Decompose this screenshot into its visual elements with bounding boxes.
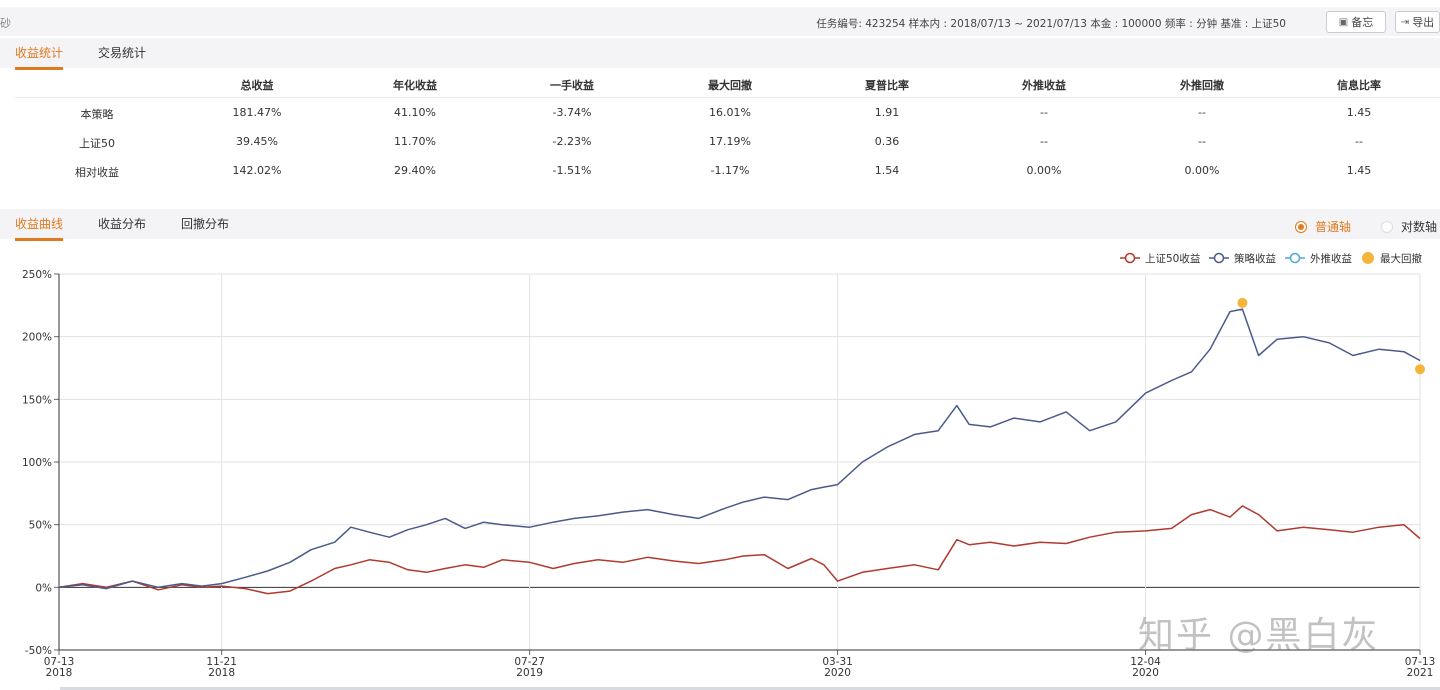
row-label: 上证50 [79,137,115,150]
row-label: 相对收益 [75,166,119,179]
table-cell: -- [1198,106,1206,119]
benchmark-series-line [58,505,1421,595]
tab-return-curve[interactable]: 收益曲线 [15,217,64,241]
strategy-series-line [58,308,1421,590]
radio-unselected-icon [1381,220,1393,233]
x-tick-label: 12-04 [1130,656,1161,668]
table-cell: -- [1040,106,1048,119]
table-cell: 16.01% [709,106,751,119]
x-tick-label: 03-31 [822,656,853,668]
y-tick-label: 200% [22,332,52,344]
x-tick-label: 07-13 [1405,656,1436,668]
clipboard-icon: ▣ [1338,16,1349,28]
legend-label: 最大回撤 [1380,252,1422,265]
table-cell: 0.00% [1184,164,1220,177]
memo-label: 备忘 [1351,16,1374,29]
column-header: 一手收益 [550,79,594,92]
table-cell: -1.17% [710,164,750,177]
table-cell: 39.45% [236,135,278,148]
horizontal-scrollbar[interactable] [60,687,1440,690]
legend-marker-icon [1213,252,1225,264]
table-cell: 0.36 [874,135,900,148]
table-cell: 1.54 [874,164,900,177]
table-row: 相对收益 142.02% 29.40% -1.51% -1.17% 1.54 0… [15,156,1440,185]
x-tick-year-label: 2020 [1132,667,1159,679]
x-tick-year-label: 2018 [46,667,73,679]
table-cell: 41.10% [394,106,436,119]
chart-tab-bar: 收益曲线 收益分布 回撤分布 [0,209,1440,241]
radio-selected-icon [1295,220,1307,233]
memo-button[interactable]: ▣ 备忘 [1326,11,1386,33]
column-header: 外推回撤 [1180,79,1224,92]
table-cell: -3.74% [552,106,592,119]
column-header: 最大回撤 [708,79,752,92]
truncated-label: 砂 [0,17,11,30]
table-cell: -1.51% [552,164,592,177]
y-tick-label: 250% [22,269,52,281]
column-header: 外推收益 [1022,79,1066,92]
normal-axis-option[interactable]: 普通轴 [1295,218,1351,235]
table-cell: 0.00% [1026,164,1062,177]
max-drawdown-point [1415,364,1425,375]
task-info: 任务编号: 423254 样本内 : 2018/07/13 ~ 2021/07/… [816,18,1286,30]
column-header: 年化收益 [393,79,437,92]
table-row: 上证50 39.45% 11.70% -2.23% 17.19% 0.36 --… [15,127,1440,156]
column-header: 信息比率 [1337,79,1381,92]
tab-trade-stats[interactable]: 交易统计 [98,46,147,60]
tab-return-stats[interactable]: 收益统计 [15,46,64,70]
log-axis-option[interactable]: 对数轴 [1381,218,1437,235]
row-label: 本策略 [80,108,114,121]
table-cell: 1.91 [874,106,900,119]
table-cell: 11.70% [394,135,436,148]
x-tick-label: 07-27 [514,656,545,668]
top-toolbar: 砂 任务编号: 423254 样本内 : 2018/07/13 ~ 2021/0… [0,7,1440,36]
legend-label: 上证50收益 [1145,252,1201,265]
stats-tab-bar: 收益统计 交易统计 [0,38,1440,70]
legend-marker-icon [1124,252,1136,264]
export-button[interactable]: ⇥ 导出 [1395,11,1440,33]
column-header: 夏普比率 [865,79,909,92]
y-tick-label: -50% [25,645,52,657]
y-tick-label: 50% [29,520,52,532]
legend-label: 外推收益 [1310,252,1352,265]
x-tick-label: 11-21 [206,656,237,668]
table-cell: 181.47% [232,106,282,119]
watermark: 知乎 @黑白灰 [1138,615,1380,656]
table-cell: 142.02% [232,164,282,177]
normal-axis-label: 普通轴 [1315,220,1352,234]
table-cell: 1.45 [1346,106,1372,119]
max-drawdown-point [1237,297,1248,308]
table-cell: 29.40% [394,164,436,177]
export-icon: ⇥ [1400,16,1410,28]
table-cell: -- [1198,135,1206,148]
stats-table: 总收益 年化收益 一手收益 最大回撤 夏普比率 外推收益 外推回撤 信息比率 本… [15,68,1440,185]
column-header: 总收益 [240,79,274,92]
legend-marker-icon [1289,252,1301,264]
tab-drawdown-distribution[interactable]: 回撤分布 [181,217,230,231]
table-cell: -- [1040,135,1048,148]
x-tick-label: 07-13 [44,656,75,668]
table-cell: -2.23% [552,135,592,148]
export-label: 导出 [1412,16,1435,29]
y-tick-label: 0% [35,582,52,594]
log-axis-label: 对数轴 [1401,220,1438,234]
table-cell: 17.19% [709,135,751,148]
x-tick-year-label: 2021 [1407,667,1434,679]
legend-label: 策略收益 [1234,252,1276,265]
return-chart: 250%200%150%100%50%0%-50%07-13201811-212… [22,252,1436,679]
x-tick-year-label: 2019 [516,667,543,679]
table-cell: -- [1355,135,1363,148]
table-row: 本策略 181.47% 41.10% -3.74% 16.01% 1.91 --… [15,98,1440,127]
y-tick-label: 150% [22,394,52,406]
x-tick-year-label: 2020 [824,667,851,679]
legend-dot-icon [1362,252,1374,264]
x-tick-year-label: 2018 [208,667,235,679]
y-tick-label: 100% [22,457,52,469]
tab-return-distribution[interactable]: 收益分布 [98,217,147,231]
table-header-row: 总收益 年化收益 一手收益 最大回撤 夏普比率 外推收益 外推回撤 信息比率 [15,68,1440,98]
table-cell: 1.45 [1346,164,1372,177]
